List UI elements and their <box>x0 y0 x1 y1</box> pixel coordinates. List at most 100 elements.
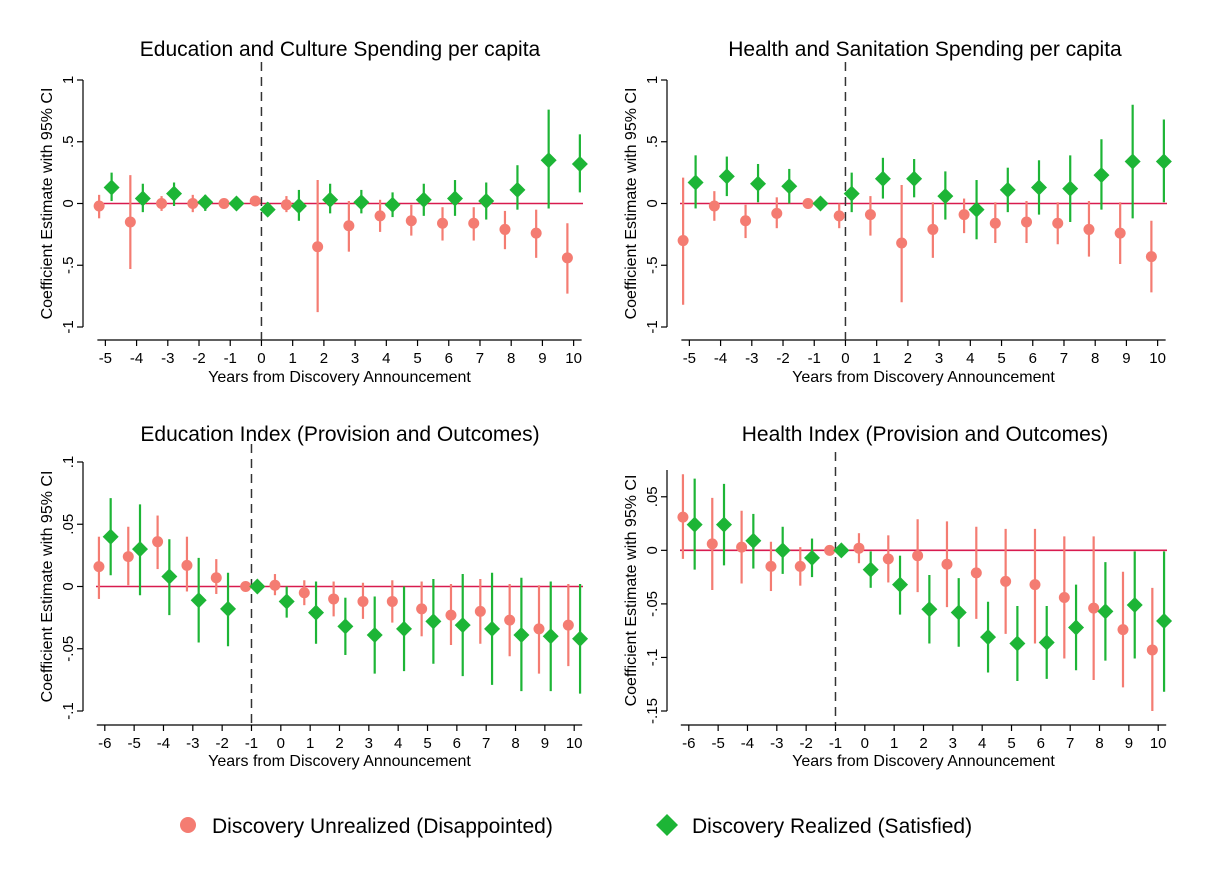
point-unrealized <box>474 605 486 617</box>
point-realized <box>278 593 295 610</box>
point-realized <box>1124 153 1141 170</box>
x-tick-label: 9 <box>1122 350 1130 367</box>
point-unrealized <box>802 198 814 209</box>
panel-1: Education and Culture Spending per capit… <box>39 38 588 386</box>
point-realized <box>509 181 526 198</box>
point-unrealized <box>280 199 292 211</box>
x-tick-label: 3 <box>351 350 359 367</box>
point-unrealized <box>533 623 545 635</box>
x-tick-label: 4 <box>394 735 402 752</box>
point-realized <box>102 528 119 545</box>
x-tick-label: -3 <box>161 350 174 367</box>
point-unrealized <box>882 553 894 565</box>
point-realized <box>572 630 589 647</box>
point-realized <box>366 627 383 644</box>
point-unrealized <box>1117 624 1129 636</box>
x-tick-label: 3 <box>935 350 943 367</box>
point-unrealized <box>374 210 386 222</box>
y-tick-label: -1 <box>644 320 661 333</box>
point-realized <box>447 190 464 207</box>
x-tick-label: 6 <box>1037 735 1045 752</box>
point-unrealized <box>677 235 689 247</box>
point-unrealized <box>530 227 542 239</box>
point-realized <box>862 561 879 578</box>
x-tick-label: 6 <box>1029 350 1037 367</box>
x-tick-label: 1 <box>289 350 297 367</box>
point-realized <box>874 170 891 187</box>
y-tick-label: -.1 <box>644 649 661 667</box>
point-realized <box>166 185 183 202</box>
point-realized <box>249 578 266 595</box>
point-unrealized <box>771 207 783 219</box>
point-realized <box>197 194 214 211</box>
point-unrealized <box>794 560 806 572</box>
y-tick-label: 0 <box>60 582 77 590</box>
x-tick-label: 8 <box>511 735 519 752</box>
point-unrealized <box>298 587 310 599</box>
point-realized <box>337 618 354 635</box>
point-unrealized <box>386 595 398 607</box>
x-tick-label: -1 <box>245 735 258 752</box>
point-realized <box>161 568 178 585</box>
y-tick-label: .1 <box>60 456 77 469</box>
y-tick-label: 0 <box>60 199 77 207</box>
point-unrealized <box>312 241 324 253</box>
point-realized <box>353 194 370 211</box>
x-tick-label: -4 <box>130 350 143 367</box>
x-tick-label: 5 <box>997 350 1005 367</box>
x-tick-label: 2 <box>904 350 912 367</box>
point-realized <box>513 627 530 644</box>
point-unrealized <box>181 559 193 571</box>
point-unrealized <box>896 237 908 249</box>
point-unrealized <box>765 560 777 572</box>
point-realized <box>980 629 997 646</box>
panel-title: Health Index (Provision and Outcomes) <box>742 423 1109 446</box>
point-unrealized <box>124 216 136 228</box>
x-axis-label: Years from Discovery Announcement <box>792 753 1055 770</box>
y-axis-label: Coefficient Estimate with 95% CI <box>39 471 56 703</box>
point-unrealized <box>912 550 924 562</box>
point-realized <box>950 604 967 621</box>
point-realized <box>290 197 307 214</box>
x-tick-label: 4 <box>966 350 974 367</box>
y-tick-label: 0 <box>644 546 661 554</box>
x-tick-label: -2 <box>799 735 812 752</box>
point-realized <box>1068 619 1085 636</box>
point-unrealized <box>740 215 752 227</box>
point-unrealized <box>1145 251 1157 263</box>
x-tick-label: 3 <box>949 735 957 752</box>
point-unrealized <box>1083 223 1095 235</box>
x-axis-label: Years from Discovery Announcement <box>792 369 1055 386</box>
point-realized <box>425 613 442 630</box>
point-realized <box>1038 634 1055 651</box>
point-realized <box>478 193 495 210</box>
point-unrealized <box>504 614 516 626</box>
point-realized <box>134 190 151 207</box>
x-tick-label: -5 <box>683 350 696 367</box>
x-tick-label: 4 <box>978 735 986 752</box>
point-unrealized <box>706 538 718 550</box>
x-axis-label: Years from Discovery Announcement <box>208 753 471 770</box>
point-unrealized <box>218 198 230 209</box>
point-unrealized <box>1029 579 1041 591</box>
point-unrealized <box>416 603 428 615</box>
point-realized <box>542 628 559 645</box>
y-tick-label: 1 <box>644 76 661 84</box>
panel-4: Health Index (Provision and Outcomes) -.1… <box>623 423 1173 770</box>
point-realized <box>745 532 762 549</box>
panel-title: Education Index (Provision and Outcomes) <box>140 423 539 446</box>
point-unrealized <box>562 619 574 631</box>
point-unrealized <box>1021 216 1033 228</box>
point-realized <box>892 576 909 593</box>
point-realized <box>1062 180 1079 197</box>
y-tick-label: .05 <box>644 486 661 507</box>
point-unrealized <box>93 561 105 573</box>
panel-2: Health and Sanitation Spending per capit… <box>623 38 1172 386</box>
point-realized <box>718 168 735 185</box>
point-unrealized <box>941 558 953 570</box>
point-unrealized <box>833 210 845 222</box>
point-unrealized <box>989 217 1001 229</box>
x-tick-label: 10 <box>1149 350 1166 367</box>
point-unrealized <box>240 581 252 592</box>
x-tick-label: 5 <box>1007 735 1015 752</box>
